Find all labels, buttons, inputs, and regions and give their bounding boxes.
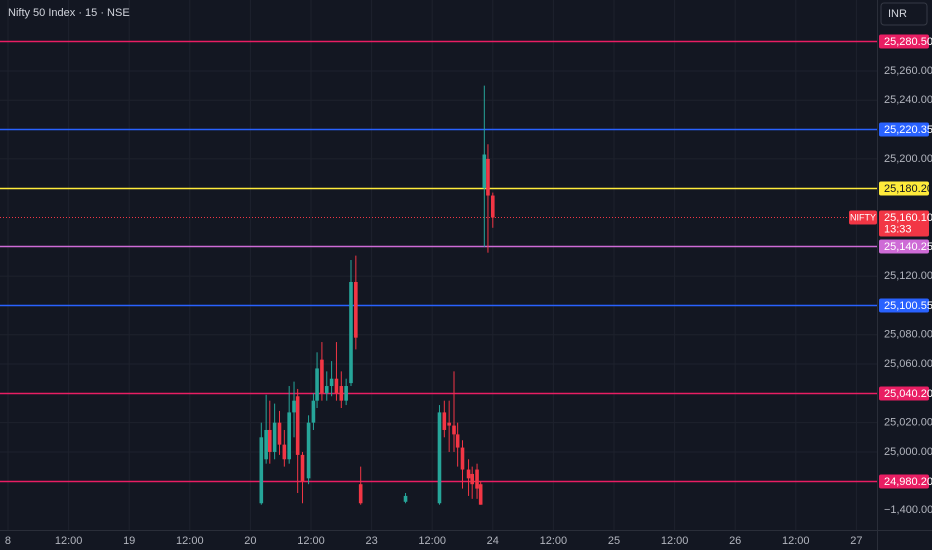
- symbol-box: [849, 210, 877, 225]
- x-tick-label: 12:00: [176, 535, 204, 547]
- chart-title: Nifty 50 Index · 15 · NSE: [8, 7, 130, 19]
- candle-body: [292, 400, 296, 413]
- level-label: 25,040.20: [884, 388, 932, 400]
- x-tick-label: 8: [5, 535, 11, 547]
- candle-body: [282, 444, 287, 460]
- candle-body: [452, 425, 456, 435]
- x-tick-label: 19: [123, 535, 135, 547]
- y-tick-label: 25,260.00: [884, 65, 932, 77]
- candle-body: [320, 359, 324, 394]
- level-label: 25,100.55: [884, 300, 932, 312]
- level-label-box: [879, 298, 929, 313]
- candle-body: [295, 396, 300, 455]
- x-tick-label: 20: [244, 535, 256, 547]
- candle-body: [324, 386, 329, 394]
- candle-body: [264, 429, 268, 460]
- x-tick-label: 12:00: [55, 535, 83, 547]
- candle-body: [478, 484, 483, 505]
- candle-body: [475, 469, 479, 489]
- candle-body: [329, 378, 334, 387]
- level-label: 25,280.50: [884, 36, 932, 48]
- level-label-box: [879, 181, 929, 196]
- level-label-box: [879, 122, 929, 137]
- x-tick-label: 12:00: [297, 535, 325, 547]
- candle-body: [315, 368, 319, 401]
- candle-body: [466, 469, 471, 479]
- x-tick-label: 24: [487, 535, 499, 547]
- level-label-box: [879, 474, 929, 489]
- candle-body: [470, 473, 474, 485]
- x-tick-label: 26: [729, 535, 741, 547]
- x-tick-label: 27: [850, 535, 862, 547]
- y-tick-label: 25,060.00: [884, 358, 932, 370]
- candle-body: [344, 386, 348, 401]
- x-tick-label: 12:00: [782, 535, 810, 547]
- candle-body: [334, 378, 339, 394]
- candle-body: [287, 412, 291, 460]
- level-label: 24,980.20: [884, 476, 932, 488]
- candle-body: [486, 158, 490, 196]
- countdown-label: 13:33: [884, 223, 912, 235]
- currency-label[interactable]: INR: [888, 8, 907, 20]
- candle-body: [455, 434, 460, 448]
- candle-body: [437, 412, 442, 504]
- candle-body: [442, 412, 447, 430]
- candle-body: [460, 447, 465, 470]
- x-tick-label: 12:00: [540, 535, 568, 547]
- y-tick-label: 25,020.00: [884, 417, 932, 429]
- x-tick-label: 12:00: [418, 535, 446, 547]
- candle-body: [403, 495, 408, 502]
- x-tick-label: 25: [608, 535, 620, 547]
- candles: [259, 85, 495, 505]
- x-tick-label: 12:00: [661, 535, 689, 547]
- axes: 25,260.00 25,240.00 25,200.00 25,120.00 25,0…: [5, 65, 932, 547]
- candle-body: [277, 422, 282, 445]
- level-label-box: [879, 34, 929, 49]
- last-price-box: [879, 210, 929, 237]
- candle-body: [349, 281, 353, 384]
- x-tick-label: 23: [365, 535, 377, 547]
- level-label-box: [879, 386, 929, 401]
- y-tick-label: 25,200.00: [884, 153, 932, 165]
- symbol-label: NIFTY: [850, 212, 876, 222]
- level-label: 25,220.35: [884, 124, 932, 136]
- candle-body: [358, 484, 363, 504]
- last-price-label: 25,160.10: [884, 212, 932, 224]
- candle-body: [267, 429, 272, 452]
- lower-scale-label: −1,400.00: [884, 504, 932, 516]
- candle-body: [447, 422, 451, 426]
- level-label: 25,140.25: [884, 241, 932, 253]
- currency-button[interactable]: [880, 2, 928, 26]
- candle-body: [272, 422, 277, 452]
- candle-body: [482, 154, 487, 189]
- y-tick-label: 25,000.00: [884, 446, 932, 458]
- candle-body: [354, 281, 358, 338]
- y-tick-label: 25,240.00: [884, 94, 932, 106]
- candle-body: [259, 437, 264, 504]
- candle-body: [339, 386, 344, 401]
- candle-body: [300, 454, 305, 482]
- level-label: 25,180.20: [884, 183, 932, 195]
- y-tick-label: 25,080.00: [884, 329, 932, 341]
- candle-body: [490, 195, 495, 218]
- level-label-box: [879, 239, 929, 254]
- y-tick-label: 25,120.00: [884, 270, 932, 282]
- grid: [0, 0, 877, 530]
- candle-body: [311, 400, 316, 423]
- candle-body: [306, 422, 311, 479]
